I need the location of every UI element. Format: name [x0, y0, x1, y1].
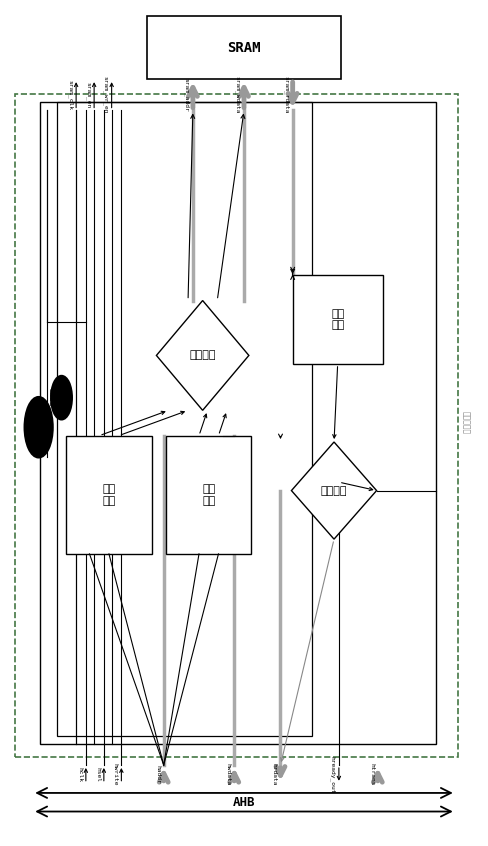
Text: hclk: hclk: [77, 766, 82, 782]
Text: 逻辑运算: 逻辑运算: [48, 388, 57, 407]
Bar: [293, 275, 383, 364]
Polygon shape: [291, 442, 377, 539]
Bar: [40, 102, 436, 744]
Text: hready_out: hready_out: [330, 755, 335, 793]
Bar: [15, 94, 458, 756]
Text: sram_addr: sram_addr: [184, 78, 189, 112]
Text: haddr: haddr: [155, 765, 160, 783]
Text: 加一
计数: 加一 计数: [102, 484, 116, 506]
Text: htrans: htrans: [369, 763, 374, 786]
Polygon shape: [157, 300, 249, 410]
Ellipse shape: [25, 398, 52, 457]
Text: sram_rdata: sram_rdata: [284, 76, 289, 113]
Text: 逻辑选择: 逻辑选择: [321, 486, 347, 496]
Text: hwrite: hwrite: [113, 763, 118, 786]
Bar: [66, 436, 152, 554]
Text: 逻辑选择: 逻辑选择: [189, 350, 216, 360]
Text: AHB: AHB: [233, 796, 255, 809]
Text: 寄存
一拍: 寄存 一拍: [202, 484, 215, 506]
Text: 寄存
一拍: 寄存 一拍: [331, 309, 345, 330]
Text: 统测未命中: 统测未命中: [461, 411, 470, 435]
Bar: [166, 436, 251, 554]
Text: hwdata: hwdata: [225, 763, 230, 786]
Text: sram_clk: sram_clk: [67, 80, 73, 110]
Text: sram_en: sram_en: [85, 82, 90, 108]
Bar: [57, 102, 312, 735]
Text: sram_wdata: sram_wdata: [235, 76, 241, 113]
Text: hrdata: hrdata: [272, 763, 277, 786]
Text: SRAM: SRAM: [227, 41, 261, 55]
Text: 逻辑运算: 逻辑运算: [25, 418, 34, 437]
Text: hsel: hsel: [95, 766, 100, 782]
Ellipse shape: [52, 376, 71, 419]
Bar: [147, 16, 341, 80]
Text: sram_wr_en: sram_wr_en: [103, 76, 108, 113]
